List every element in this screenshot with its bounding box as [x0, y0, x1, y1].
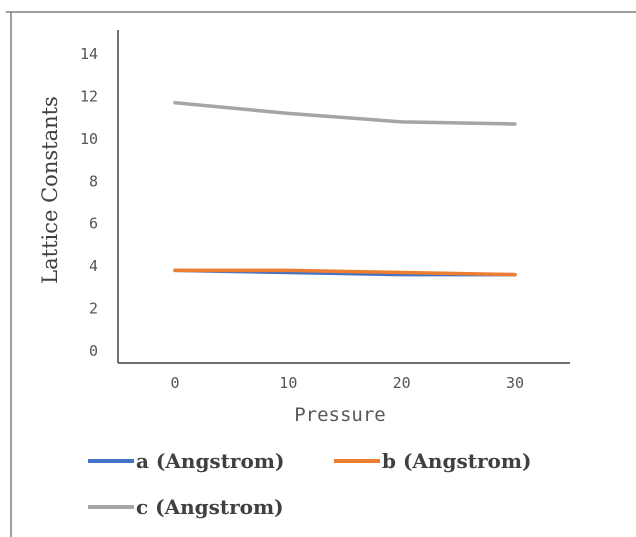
y-tick-label: 6: [89, 215, 98, 233]
y-axis-title: Lattice Constants: [38, 96, 62, 284]
y-tick-label: 8: [89, 172, 98, 190]
y-tick-label: 12: [80, 87, 98, 105]
x-tick-label: 20: [393, 374, 411, 392]
series-lines: [173, 101, 517, 277]
y-tick-label: 14: [80, 45, 98, 63]
y-tick-label: 0: [89, 342, 98, 360]
y-tick-label: 2: [89, 300, 98, 318]
x-tick-label: 0: [170, 374, 179, 392]
x-axis-title: Pressure: [294, 404, 386, 426]
y-tick-label: 4: [89, 257, 98, 275]
legend: a (Angstrom) b (Angstrom) c (Angstrom): [88, 449, 531, 519]
series-line-3: [173, 101, 517, 126]
x-tick-labels: 0 10 20 30: [170, 374, 524, 392]
series-line-2: [173, 268, 517, 277]
legend-label-3: c (Angstrom): [136, 495, 284, 519]
y-tick-label: 10: [80, 130, 98, 148]
legend-label-2: b (Angstrom): [382, 449, 531, 473]
plot-area: [117, 30, 570, 364]
y-tick-labels: 0 2 4 6 8 10 12 14: [80, 45, 98, 360]
legend-label-1: a (Angstrom): [136, 449, 284, 473]
x-tick-label: 30: [506, 374, 524, 392]
x-tick-label: 10: [279, 374, 297, 392]
